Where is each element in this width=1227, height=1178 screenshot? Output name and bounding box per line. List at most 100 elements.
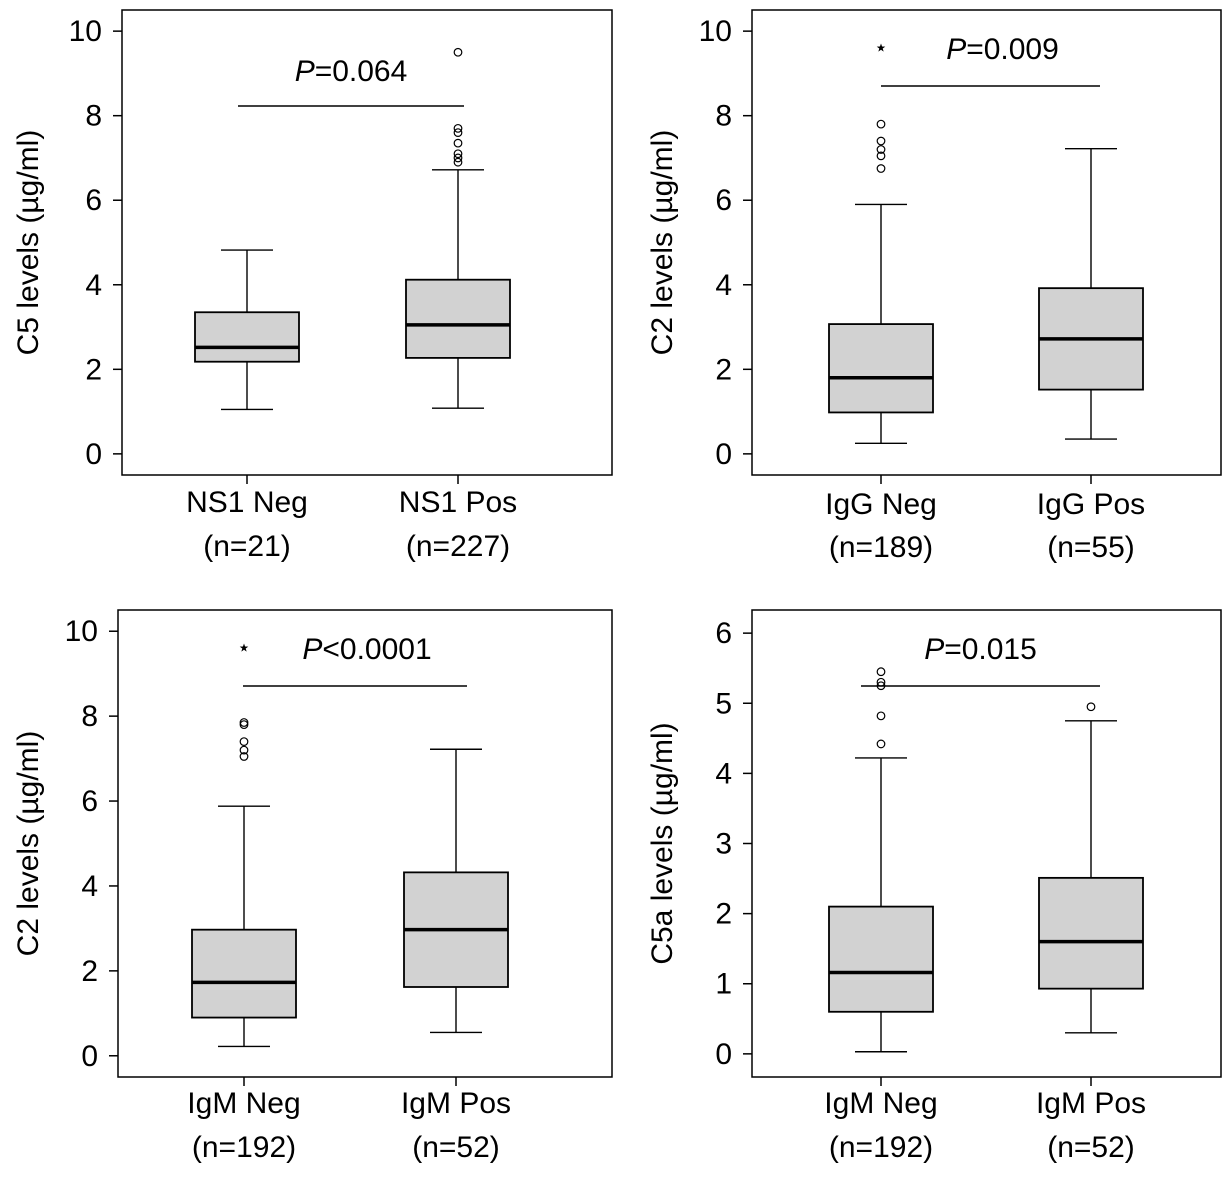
y-tick-label: 2 <box>85 353 102 386</box>
y-tick-label: 0 <box>85 438 102 471</box>
y-tick-label: 6 <box>81 785 98 818</box>
x-category-label: IgG Neg <box>825 488 937 521</box>
significance-star-icon <box>239 643 249 652</box>
box-igg-pos: IgG Pos (n=55) <box>1037 147 1145 564</box>
y-tick-label: 0 <box>715 438 732 471</box>
iqr-box <box>828 323 934 414</box>
y-tick-label: 5 <box>715 687 732 720</box>
p-symbol: P <box>946 33 966 66</box>
y-tick-label: 10 <box>699 15 732 48</box>
box-ns1-neg: NS1 Neg (n=21) <box>186 249 308 563</box>
p-value-text: =0.015 <box>944 633 1037 666</box>
outlier-point <box>876 136 886 146</box>
iqr-box <box>828 905 934 1013</box>
box-igm-pos: IgM Pos (n=52) <box>401 748 511 1164</box>
iqr-box <box>405 278 511 359</box>
x-sample-size-label: (n=189) <box>829 531 933 564</box>
p-value-label: P<0.0001 <box>302 633 431 666</box>
iqr-box <box>1038 876 1144 990</box>
outlier-point <box>239 745 249 755</box>
p-value-label: P=0.015 <box>924 633 1037 666</box>
y-tick-label: 2 <box>715 353 732 386</box>
p-value-text: =0.064 <box>315 55 408 88</box>
plot-frame <box>751 9 1222 476</box>
y-tick-label: 6 <box>715 184 732 217</box>
x-category-label: NS1 Pos <box>399 486 517 519</box>
p-symbol: P <box>295 55 315 88</box>
x-category-label: IgM Pos <box>1036 1087 1146 1120</box>
outlier-point <box>876 667 886 677</box>
p-value-text: =0.009 <box>966 33 1059 66</box>
y-tick-label: 8 <box>715 100 732 133</box>
outlier-point <box>876 145 886 154</box>
outlier-point <box>876 711 886 721</box>
y-axis-label: C5 levels (µg/ml) <box>12 130 45 356</box>
x-category-label: IgM Neg <box>824 1087 937 1120</box>
y-tick-label: 10 <box>69 15 102 48</box>
x-category-label: IgM Pos <box>401 1087 511 1120</box>
outlier-point <box>239 718 249 727</box>
outlier-point <box>239 737 249 747</box>
outlier-point <box>876 164 886 173</box>
iqr-box <box>194 311 300 363</box>
outlier-point <box>453 47 463 57</box>
y-tick-label: 0 <box>81 1040 98 1073</box>
p-value-label: P=0.009 <box>946 33 1059 66</box>
outlier-point <box>453 123 463 133</box>
box-igm-pos: IgM Pos (n=52) <box>1036 702 1146 1164</box>
y-tick-label: 0 <box>715 1038 732 1071</box>
outlier-point <box>453 149 463 159</box>
outlier-point <box>1086 702 1096 712</box>
significance-star-icon <box>876 43 886 52</box>
x-category-label: IgG Pos <box>1037 488 1145 521</box>
x-sample-size-label: (n=55) <box>1047 531 1135 564</box>
y-tick-label: 8 <box>85 100 102 133</box>
outlier-point <box>453 153 463 163</box>
box-igm-neg: IgM Neg (n=192) <box>187 718 301 1164</box>
p-symbol: P <box>924 633 944 666</box>
outlier-point <box>876 151 886 161</box>
x-sample-size-label: (n=52) <box>412 1131 500 1164</box>
box-igm-neg: IgM Neg (n=192) <box>824 667 938 1164</box>
outlier-point <box>453 157 463 167</box>
x-sample-size-label: (n=227) <box>406 530 510 563</box>
plot-frame <box>117 609 613 1078</box>
p-value-label: P=0.064 <box>295 55 408 88</box>
outlier-point <box>876 119 886 129</box>
p-symbol: P <box>302 633 322 666</box>
x-sample-size-label: (n=52) <box>1047 1131 1135 1164</box>
y-tick-label: 4 <box>715 269 732 302</box>
y-tick-label: 2 <box>715 898 732 931</box>
x-sample-size-label: (n=21) <box>203 530 291 563</box>
y-tick-label: 2 <box>81 955 98 988</box>
y-tick-label: 4 <box>81 870 98 903</box>
y-axis-label: C2 levels (µg/ml) <box>12 731 45 957</box>
y-tick-label: 10 <box>65 615 98 648</box>
y-tick-label: 4 <box>85 269 102 302</box>
y-tick-label: 8 <box>81 700 98 733</box>
outlier-point <box>239 752 249 761</box>
p-value-text: <0.0001 <box>322 633 431 666</box>
y-tick-label: 3 <box>715 828 732 861</box>
plot-frame <box>751 609 1222 1078</box>
y-tick-label: 1 <box>715 968 732 1001</box>
box-igg-neg: IgG Neg (n=189) <box>825 119 937 564</box>
y-tick-label: 6 <box>85 184 102 217</box>
iqr-box <box>191 928 297 1019</box>
y-tick-label: 6 <box>715 617 732 650</box>
x-sample-size-label: (n=192) <box>829 1131 933 1164</box>
x-category-label: NS1 Neg <box>186 486 308 519</box>
y-axis-label: C5a levels (µg/ml) <box>646 722 679 964</box>
x-category-label: IgM Neg <box>187 1087 300 1120</box>
y-axis-label: C2 levels (µg/ml) <box>646 130 679 356</box>
plot-frame <box>121 9 613 476</box>
y-tick-label: 4 <box>715 757 732 790</box>
box-ns1-pos: NS1 Pos (n=227) <box>399 47 517 563</box>
outlier-point <box>453 138 463 148</box>
outlier-point <box>876 739 886 749</box>
